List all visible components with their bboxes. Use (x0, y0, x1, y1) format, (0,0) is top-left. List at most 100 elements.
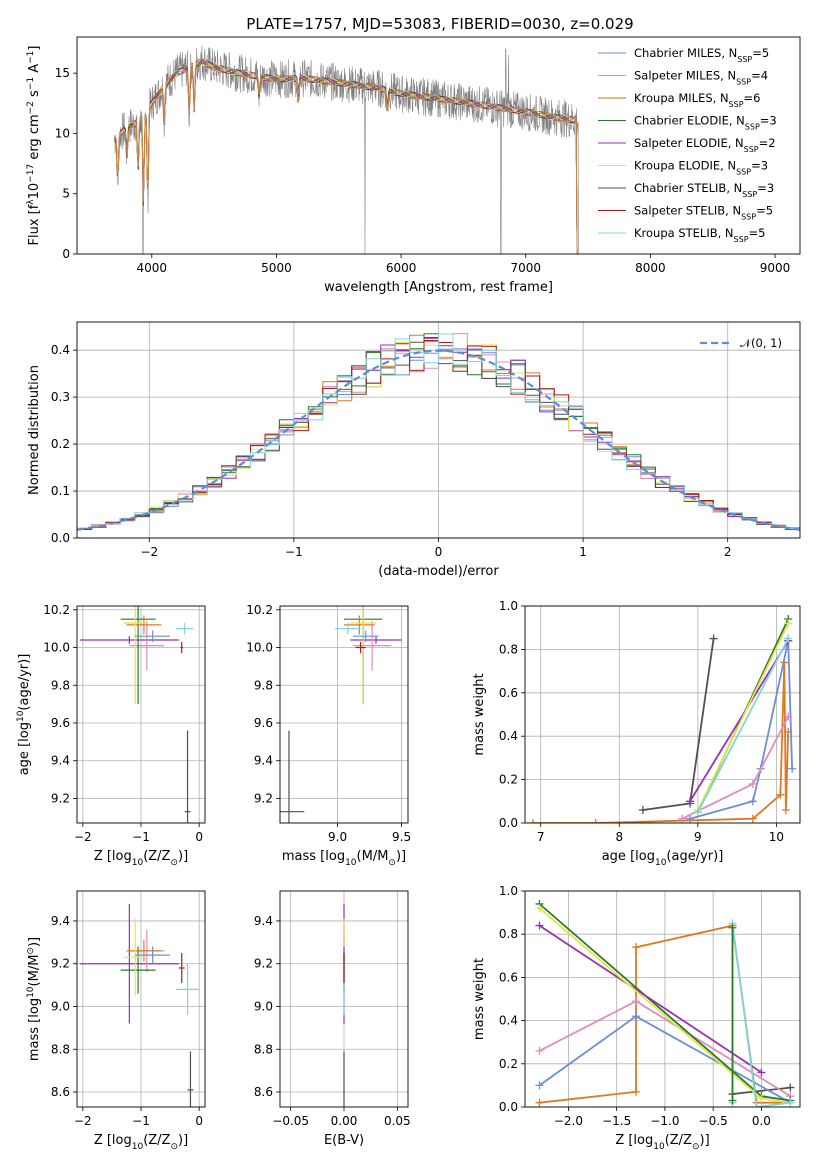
age_vs_mass-ytick-label: 10.0 (246, 641, 273, 655)
mass_vs_ebv-ytick-label: 8.6 (254, 1085, 273, 1099)
residuals-ytick-label: 0.0 (51, 531, 70, 545)
age_vs_Z-ylabel-text: age [log10(age/yr)] (16, 654, 32, 776)
weight-marker (757, 1094, 766, 1103)
weight-marker (631, 1087, 640, 1096)
errorbar-point (123, 918, 147, 996)
mass_vs_Z-ytick-label: 9.4 (51, 914, 70, 928)
residuals-frame (76, 321, 801, 539)
weight-marker (728, 1096, 737, 1105)
mass_vs_ebv-ytick-label: 9.0 (254, 999, 273, 1013)
weight_vs_age-ytick-label: 0.8 (499, 642, 518, 656)
errorbar-point (135, 630, 171, 642)
weight-marker (788, 764, 797, 773)
errorbar-point (120, 946, 156, 994)
weight-line (732, 1086, 791, 1095)
mass_vs_Z-xtick-label: −2 (74, 1114, 92, 1128)
errorbar-point (79, 636, 179, 644)
errorbar-point (352, 621, 392, 671)
weight_vs_Z-ytick-label: 0.0 (499, 1100, 518, 1114)
weight-marker (686, 814, 694, 823)
legend-entry: Kroupa MILES, NSSP=6 (634, 91, 760, 109)
weight-marker (631, 943, 640, 952)
age_vs_mass-frame (279, 605, 409, 824)
age_vs_mass-ytick-label: 9.6 (254, 716, 273, 730)
residuals-ylabel-text: Normed distribution (27, 365, 42, 495)
legend-entry: Salpeter MILES, NSSP=4 (634, 69, 768, 87)
mass_vs_ebv-frame (279, 890, 409, 1108)
model-spectrum-line (114, 61, 579, 254)
legend-entry: Salpeter ELODIE, NSSP=2 (634, 136, 776, 154)
age_vs_mass-xtick-label: 9.5 (392, 830, 411, 844)
age_vs_Z-ytick-label: 9.8 (51, 678, 70, 692)
weight-marker (748, 779, 757, 788)
residuals-plot-area (77, 333, 800, 531)
age_vs_mass-ytick-label: 9.2 (254, 791, 273, 805)
weight_vs_Z-ytick-label: 0.4 (499, 1014, 518, 1028)
weight_vs_age-ytick-label: 1.0 (499, 599, 518, 613)
residuals-ytick-label: 0.2 (51, 437, 70, 451)
residuals-legend: 𝒩(0, 1) (700, 336, 782, 350)
weight_vs_age-xtick-label: 9 (694, 830, 702, 844)
weight-marker (535, 1081, 544, 1090)
age_vs_Z-panel: −2 −1 0 9.2 9.4 9.6 9.8 10.0 10.2 Z [log10(Z/Z⊙)]… (16, 603, 206, 868)
age_vs_Z-ytick-label: 9.6 (51, 716, 70, 730)
weight-marker (784, 619, 793, 628)
age_vs_mass-panel: 9.0 9.5 9.2 9.4 9.6 9.8 10.0 10.2 mass [log10(M/… (246, 603, 411, 868)
weight_vs_age-ytick-label: 0.6 (499, 686, 518, 700)
errorbar-point (335, 622, 361, 635)
errorbar-point (187, 1051, 194, 1107)
mass_vs_ebv-xlabel: E(B-V) (324, 1133, 364, 1148)
errorbar-point (126, 940, 162, 962)
spectrum-plot-area (114, 45, 579, 254)
spectrum-xtick-label: 7000 (510, 261, 541, 275)
weight-line (697, 638, 789, 813)
legend-entry: Salpeter STELIB, NSSP=5 (634, 204, 773, 222)
weight-marker (752, 1103, 761, 1107)
weight-marker (535, 921, 544, 930)
age_vs_Z-xtick-label: −2 (74, 830, 92, 844)
errorbar-point (350, 636, 402, 644)
model-spectrum-line (114, 58, 579, 254)
weight-line (539, 924, 762, 1074)
spectrum-xtick-label: 9000 (760, 261, 791, 275)
legend-entry: Chabrier ELODIE, NSSP=3 (634, 114, 777, 132)
weight-marker (535, 1046, 544, 1055)
age_vs_mass-ytick-label: 9.8 (254, 678, 273, 692)
mass_vs_ebv-ytick-label: 8.8 (254, 1042, 273, 1056)
weight_vs_Z-frame (524, 890, 801, 1108)
weight-series (693, 619, 793, 814)
mass_vs_Z-ytick-label: 8.6 (51, 1085, 70, 1099)
errorbar-point (126, 615, 162, 635)
weight-marker (693, 808, 702, 817)
weight-marker (535, 1098, 544, 1107)
spectrum-xlabel: wavelength [Angstrom, rest frame] (324, 280, 553, 295)
errorbar-point (175, 963, 200, 1016)
legend-entry: Chabrier STELIB, NSSP=3 (634, 181, 774, 199)
age_vs_mass-xlabel: mass [log10(M/M⊙)] (282, 849, 406, 868)
weight-marker (786, 1098, 795, 1107)
weight-series (693, 634, 793, 817)
residuals-ylabel: Normed distribution (27, 365, 42, 495)
errorbar-point (280, 730, 305, 823)
weight-marker (781, 805, 790, 814)
weight-series (728, 923, 737, 1105)
weight_vs_age-ytick-label: 0.0 (499, 816, 518, 830)
residuals-xtick-label: −1 (285, 545, 303, 559)
spectrum-ylabel-text: Flux [fλ10−17 erg cm−2 s−1 A−1] (26, 46, 42, 246)
spectrum-ytick-label: 10 (55, 126, 70, 140)
spectrum-ytick-label: 5 (62, 187, 70, 201)
mass_vs_Z-frame (76, 890, 206, 1108)
weight-marker (528, 819, 537, 823)
errorbar-point (79, 903, 179, 1024)
weight_vs_age-ylabel: mass weight (472, 673, 487, 755)
weight_vs_Z-plot-area (535, 899, 795, 1107)
mass_vs_ebv-xtick-label: 0.05 (384, 1114, 411, 1128)
residuals-ytick-label: 0.4 (51, 343, 70, 357)
weight-line (689, 640, 789, 802)
weight-marker (638, 805, 647, 814)
weight_vs_age-ytick-label: 0.4 (499, 729, 518, 743)
weight_vs_age-plot-area (528, 615, 797, 823)
errorbar-point (350, 606, 376, 705)
weight_vs_age-xtick-label: 7 (537, 830, 545, 844)
mass_vs_ebv-ytick-label: 9.4 (254, 914, 273, 928)
